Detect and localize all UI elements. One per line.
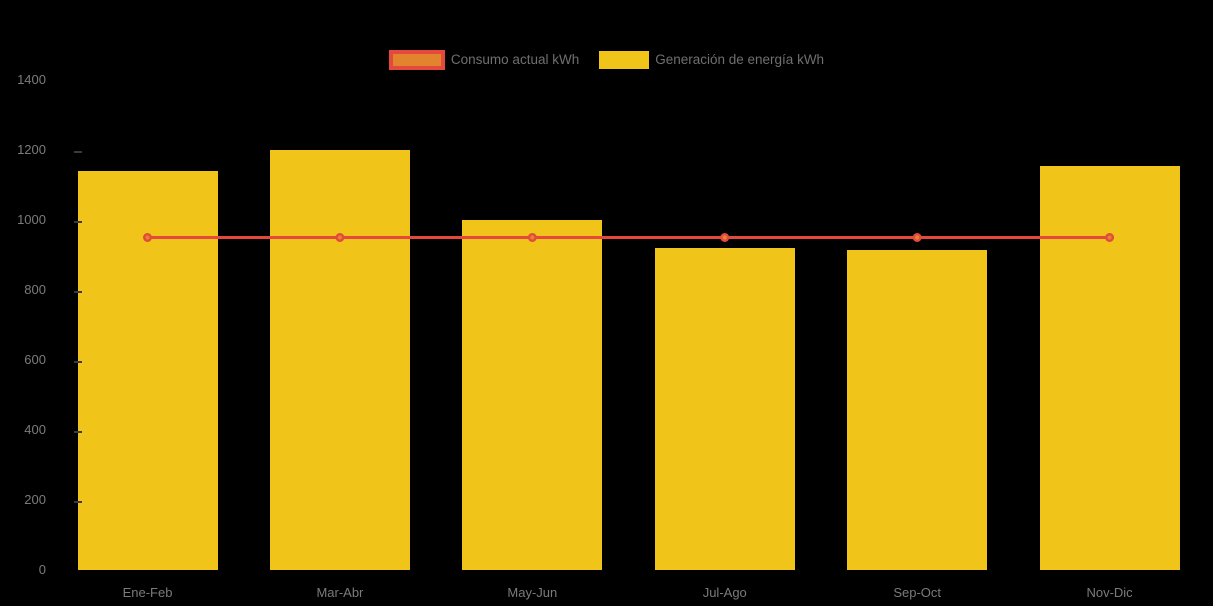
line-marker-sep-oct[interactable] — [912, 232, 922, 242]
y-axis-tick-label-1400: 1400 — [17, 72, 46, 87]
x-axis-label-sep-oct: Sep-Oct — [893, 585, 942, 600]
bar-nov-dic[interactable] — [1039, 165, 1180, 570]
line-marker-jul-ago[interactable] — [720, 232, 730, 242]
y-axis-tick-label-800: 800 — [24, 282, 46, 297]
legend-label-consumo-actual: Consumo actual kWh — [450, 52, 580, 67]
legend: Consumo actual kWh Generación de energía… — [0, 50, 1213, 70]
legend-swatch-line-icon — [388, 50, 445, 70]
y-axis-tick-label-200: 200 — [24, 492, 46, 507]
bar-may-jun[interactable] — [462, 220, 603, 570]
bar-sep-oct[interactable] — [847, 249, 988, 570]
y-axis-tickmark — [74, 431, 82, 433]
line-marker-ene-feb[interactable] — [143, 232, 153, 242]
y-axis-tickmark — [74, 361, 82, 363]
line-marker-mar-abr[interactable] — [335, 232, 345, 242]
legend-item-consumo-actual[interactable]: Consumo actual kWh — [388, 50, 580, 70]
y-axis-tick-label-400: 400 — [24, 422, 46, 437]
y-axis-tick-label-1000: 1000 — [17, 212, 46, 227]
legend-item-generacion-energia[interactable]: Generación de energía kWh — [599, 50, 824, 70]
legend-label-generacion-energia: Generación de energía kWh — [655, 52, 825, 67]
y-axis-tickmark — [74, 291, 82, 293]
y-axis-tick-label-600: 600 — [24, 352, 46, 367]
y-axis-tickmark — [74, 221, 82, 223]
line-marker-nov-dic[interactable] — [1105, 232, 1115, 242]
line-marker-may-jun[interactable] — [527, 232, 537, 242]
x-axis-label-nov-dic: Nov-Dic — [1086, 585, 1133, 600]
x-axis-label-may-jun: May-Jun — [507, 585, 558, 600]
bar-mar-abr[interactable] — [269, 150, 410, 570]
legend-swatch-bar-icon — [599, 51, 650, 69]
bar-jul-ago[interactable] — [654, 248, 795, 570]
x-axis-label-jul-ago: Jul-Ago — [702, 585, 747, 600]
y-axis-tick-label-0: 0 — [38, 562, 46, 577]
y-axis-tickmark — [74, 501, 82, 503]
x-axis-label-mar-abr: Mar-Abr — [316, 585, 364, 600]
x-axis-label-ene-feb: Ene-Feb — [122, 585, 173, 600]
bar-ene-feb[interactable] — [77, 171, 218, 570]
y-axis-tickmark — [74, 151, 82, 153]
y-axis-tick-label-1200: 1200 — [17, 142, 46, 157]
